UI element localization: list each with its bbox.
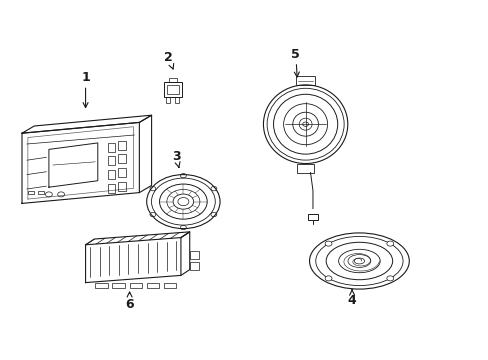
Bar: [112, 283, 124, 288]
Circle shape: [325, 241, 331, 246]
Bar: [189, 251, 198, 259]
Bar: [163, 82, 182, 97]
Bar: [146, 283, 159, 288]
Bar: [107, 184, 115, 193]
Bar: [174, 97, 179, 103]
Text: 3: 3: [171, 150, 180, 167]
Bar: [118, 154, 125, 163]
Bar: [307, 214, 318, 220]
Bar: [107, 156, 115, 165]
Bar: [295, 76, 315, 85]
Bar: [118, 168, 125, 177]
Text: 5: 5: [291, 48, 300, 77]
Circle shape: [386, 276, 393, 281]
Bar: [165, 97, 170, 103]
Circle shape: [386, 241, 393, 246]
Circle shape: [325, 276, 331, 281]
Bar: [163, 283, 176, 288]
Bar: [38, 191, 44, 194]
Bar: [166, 85, 179, 94]
Bar: [129, 283, 142, 288]
Text: 4: 4: [347, 290, 356, 307]
Text: 2: 2: [164, 51, 173, 69]
Bar: [118, 141, 125, 150]
Bar: [189, 262, 198, 270]
Bar: [107, 170, 115, 179]
Text: 6: 6: [125, 292, 134, 311]
Bar: [107, 143, 115, 152]
Text: 1: 1: [81, 71, 90, 108]
Bar: [118, 182, 125, 191]
Bar: [95, 283, 107, 288]
Bar: [28, 191, 34, 194]
Bar: [168, 78, 176, 82]
Bar: [296, 163, 314, 172]
